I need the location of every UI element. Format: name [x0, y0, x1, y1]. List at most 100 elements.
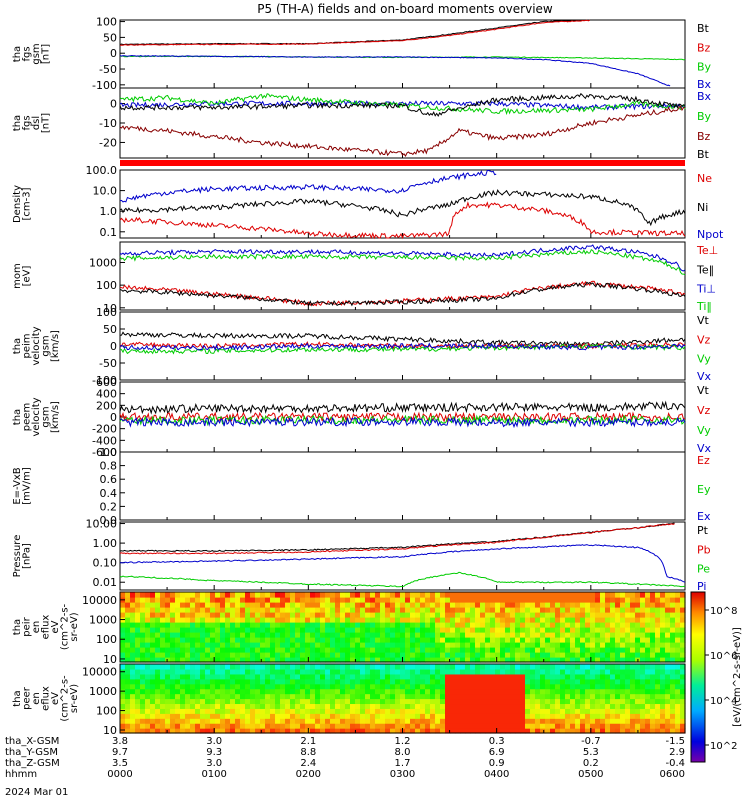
spectrogram-cell [390, 612, 396, 618]
spectrogram-cell [640, 657, 646, 663]
spectrogram-cell [230, 698, 236, 705]
spectrogram-cell [325, 607, 331, 613]
spectrogram-cell [670, 668, 676, 675]
spectrogram-cell [515, 703, 521, 709]
spectrogram-cell [500, 602, 506, 608]
spectrogram-cell [615, 688, 621, 695]
spectrogram-cell [480, 693, 486, 700]
spectrogram-cell [440, 723, 446, 729]
spectrogram-cell [425, 627, 431, 633]
spectrogram-cell [175, 612, 181, 618]
spectrogram-cell [430, 592, 436, 598]
spectrogram-cell [195, 647, 201, 653]
panel-frame [119, 451, 686, 521]
spectrogram-cell [305, 668, 311, 675]
spectrogram-cell [555, 668, 561, 675]
spectrogram-cell [465, 728, 471, 734]
spectrogram-cell [140, 688, 146, 695]
spectrogram-cell [500, 657, 506, 663]
spectrogram-cell [470, 607, 476, 613]
spectrogram-cell [415, 664, 421, 670]
spectrogram-cell [315, 713, 321, 719]
spectrogram-cell [340, 657, 346, 663]
spectrogram-cell [490, 698, 496, 705]
spectrogram-cell [375, 637, 381, 643]
spectrogram-cell [315, 657, 321, 663]
spectrogram-cell [190, 703, 196, 709]
spectrogram-cell [165, 592, 171, 598]
spectrogram-cell [230, 688, 236, 695]
spectrogram-cell [585, 647, 591, 653]
spectrogram-cell [420, 617, 426, 623]
spectrogram-cell [645, 642, 651, 648]
spectrogram-cell [265, 622, 271, 628]
legend-density-npot: Npot [697, 228, 724, 241]
spectrogram-cell [590, 607, 596, 613]
spectrogram-cell [560, 664, 566, 670]
spectrogram-cell [500, 612, 506, 618]
spectrogram-cell [150, 627, 156, 633]
spectrogram-cell [235, 627, 241, 633]
spectrogram-cell [450, 602, 456, 608]
spectrogram-cell [290, 688, 296, 695]
spectrogram-cell [160, 693, 166, 700]
spectrogram-cell [630, 597, 636, 603]
spectrogram-cell [605, 657, 611, 663]
spectrogram-cell [430, 632, 436, 638]
spectrogram-cell [245, 728, 251, 734]
spectrogram-cell [430, 713, 436, 719]
spectrogram-cell [625, 693, 631, 700]
spectrogram-cell [435, 617, 441, 623]
spectrogram-cell [435, 683, 441, 690]
spectrogram-cell [170, 664, 176, 670]
spectrogram-cell [460, 693, 466, 700]
spectrogram-cell [150, 668, 156, 675]
spectrogram-cell [355, 664, 361, 670]
spectrogram-cell [410, 597, 416, 603]
spectrogram-cell [310, 617, 316, 623]
spectrogram-cell [150, 718, 156, 724]
spectrogram-cell [595, 597, 601, 603]
spectrogram-cell [570, 664, 576, 670]
spectrogram-cell [285, 597, 291, 603]
spectrogram-cell [435, 713, 441, 719]
spectrogram-cell [615, 607, 621, 613]
spectrogram-cell [250, 627, 256, 633]
spectrogram-cell [640, 673, 646, 680]
y-axis-label: Density [12, 185, 23, 223]
spectrogram-cell [475, 673, 481, 680]
spectrogram-cell [630, 642, 636, 648]
spectrogram-cell [480, 617, 486, 623]
spectrogram-cell [630, 612, 636, 618]
spectrogram-cell [265, 664, 271, 670]
spectrogram-cell [260, 612, 266, 618]
spectrogram-cell [560, 668, 566, 675]
spectrogram-cell [320, 612, 326, 618]
spectrogram-cell [535, 647, 541, 653]
spectrogram-cell [535, 657, 541, 663]
spectrogram-cell [480, 622, 486, 628]
spectrogram-cell [330, 698, 336, 705]
spectrogram-cell [225, 708, 231, 714]
spectrogram-cell [545, 683, 551, 690]
spectrogram-cell [475, 652, 481, 658]
spectrogram-cell [390, 617, 396, 623]
spectrogram-cell [655, 592, 661, 598]
spectrogram-cell [565, 703, 571, 709]
spectrogram-cell [420, 698, 426, 705]
spectrogram-cell [270, 597, 276, 603]
spectrogram-cell [410, 698, 416, 705]
spectrogram-cell [495, 678, 501, 685]
spectrogram-cell [235, 678, 241, 685]
spectrogram-cell [370, 622, 376, 628]
spectrogram-cell [210, 708, 216, 714]
spectrogram-cell [475, 698, 481, 705]
spectrogram-cell [555, 657, 561, 663]
spectrogram-cell [285, 723, 291, 729]
spectrogram-cell [415, 673, 421, 680]
spectrogram-cell [565, 627, 571, 633]
spectrogram-cell [615, 612, 621, 618]
spectrogram-cell [450, 657, 456, 663]
spectrogram-cell [235, 632, 241, 638]
